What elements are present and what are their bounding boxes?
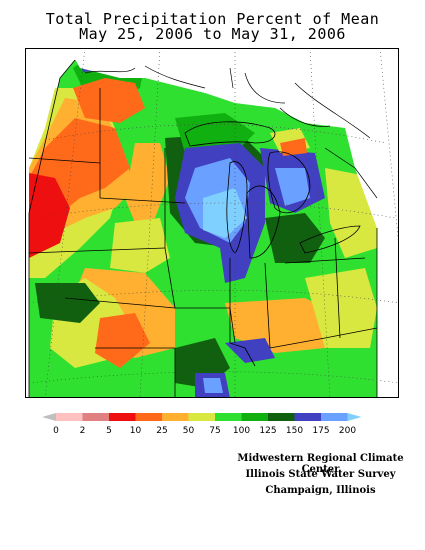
legend-swatch bbox=[162, 413, 189, 421]
legend-swatches bbox=[42, 413, 362, 421]
field-bottom-lightblue bbox=[203, 378, 223, 393]
legend-swatch bbox=[82, 413, 109, 421]
legend-swatch bbox=[294, 413, 321, 421]
legend-tick-label: 100 bbox=[233, 426, 250, 436]
legend-tick-label: 50 bbox=[183, 426, 195, 436]
map-title-line-1: Total Precipitation Percent of Mean bbox=[45, 10, 380, 28]
legend-tick-label: 25 bbox=[156, 426, 167, 436]
field-east-lightblue bbox=[275, 168, 310, 206]
legend-tick-label: 0 bbox=[53, 426, 59, 436]
credit-line-3: Champaign, Illinois bbox=[265, 485, 376, 496]
legend-tick-label: 125 bbox=[259, 426, 276, 436]
color-legend: 0 2 5 10 25 50 75 100 125 150 175 200 bbox=[42, 413, 362, 436]
field-ne-orange-strip bbox=[280, 138, 307, 156]
field-west-red bbox=[29, 173, 70, 258]
legend-tick-label: 10 bbox=[130, 426, 142, 436]
lake-erie bbox=[299, 225, 361, 254]
canada-outlines bbox=[84, 65, 378, 199]
legend-swatch-above bbox=[347, 413, 362, 421]
field-sw-pink-orange bbox=[95, 313, 150, 368]
legend-swatch bbox=[321, 413, 348, 421]
field-central-orange bbox=[125, 143, 170, 223]
legend-swatch bbox=[268, 413, 295, 421]
credit-line-1: Midwestern Regional Climate Center bbox=[237, 453, 404, 475]
field-skyblue-core bbox=[203, 188, 247, 238]
legend-swatch bbox=[215, 413, 242, 421]
legend-labels: 0 2 5 10 25 50 75 100 125 150 175 200 bbox=[53, 426, 356, 436]
no-data-region bbox=[69, 48, 399, 228]
field-central-yellow-a bbox=[110, 218, 170, 273]
legend-tick-label: 75 bbox=[209, 426, 220, 436]
field-e-dark-green bbox=[265, 213, 325, 263]
field-south-blue bbox=[225, 338, 275, 363]
precipitation-field bbox=[29, 60, 377, 398]
legend-swatch bbox=[56, 413, 83, 421]
legend-swatch bbox=[135, 413, 162, 421]
lake-michigan bbox=[226, 161, 248, 254]
legend-tick-label: 2 bbox=[80, 426, 86, 436]
field-n-mid-green bbox=[175, 113, 255, 153]
credit-line-2: Illinois State Water Survey bbox=[245, 469, 396, 480]
field-sw-dark-green bbox=[35, 283, 100, 323]
field-se-yellow bbox=[305, 268, 377, 348]
domain-edge bbox=[28, 59, 76, 398]
legend-tick-label: 200 bbox=[339, 426, 356, 436]
precipitation-map bbox=[25, 48, 399, 398]
legend-swatch bbox=[188, 413, 215, 421]
great-lakes-outlines bbox=[184, 121, 361, 259]
state-boundaries bbox=[28, 88, 378, 398]
legend-tick-label: 150 bbox=[286, 426, 303, 436]
legend-swatch bbox=[241, 413, 268, 421]
michigan-peninsula bbox=[246, 185, 281, 259]
lake-huron bbox=[267, 151, 311, 214]
map-border bbox=[25, 48, 399, 398]
legend-swatch bbox=[109, 413, 136, 421]
graticule bbox=[28, 48, 399, 398]
map-title-line-2: May 25, 2006 to May 31, 2006 bbox=[79, 25, 346, 43]
lake-superior bbox=[184, 121, 276, 147]
legend-swatch-below bbox=[42, 413, 56, 421]
legend-tick-label: 5 bbox=[106, 426, 112, 436]
legend-tick-label: 175 bbox=[312, 426, 329, 436]
field-nw-orange-strip bbox=[73, 78, 145, 123]
